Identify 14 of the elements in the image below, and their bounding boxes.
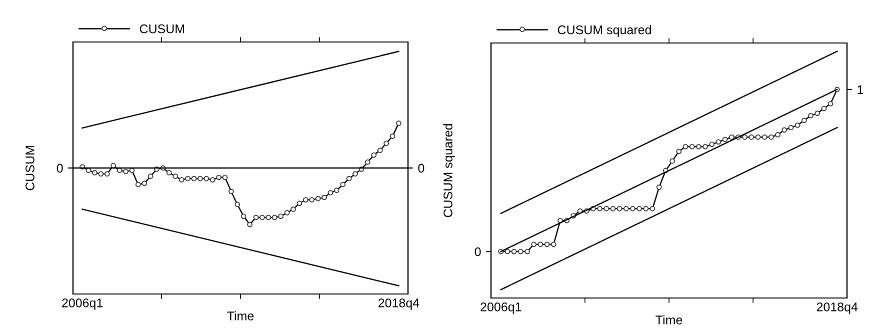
x-tick-label: 2018q4 [816, 302, 858, 314]
y-axis-title: CUSUM squared [443, 124, 455, 218]
x-tick-label: 2006q1 [480, 302, 522, 314]
y-axis-title: CUSUM [26, 146, 34, 190]
x-tick-label: 2018q4 [378, 298, 420, 310]
legend-label: CUSUM [140, 24, 184, 34]
ref-line-label: 0 [418, 164, 424, 173]
x-tick-label: 2006q1 [62, 298, 103, 310]
legend-label: CUSUM squared [558, 25, 651, 37]
annotation: 1 [858, 85, 864, 94]
annotation: 0 [474, 247, 481, 256]
x-axis-title: Time [227, 311, 254, 320]
x-axis-title: Time [656, 315, 682, 324]
text: 0 [56, 164, 63, 173]
